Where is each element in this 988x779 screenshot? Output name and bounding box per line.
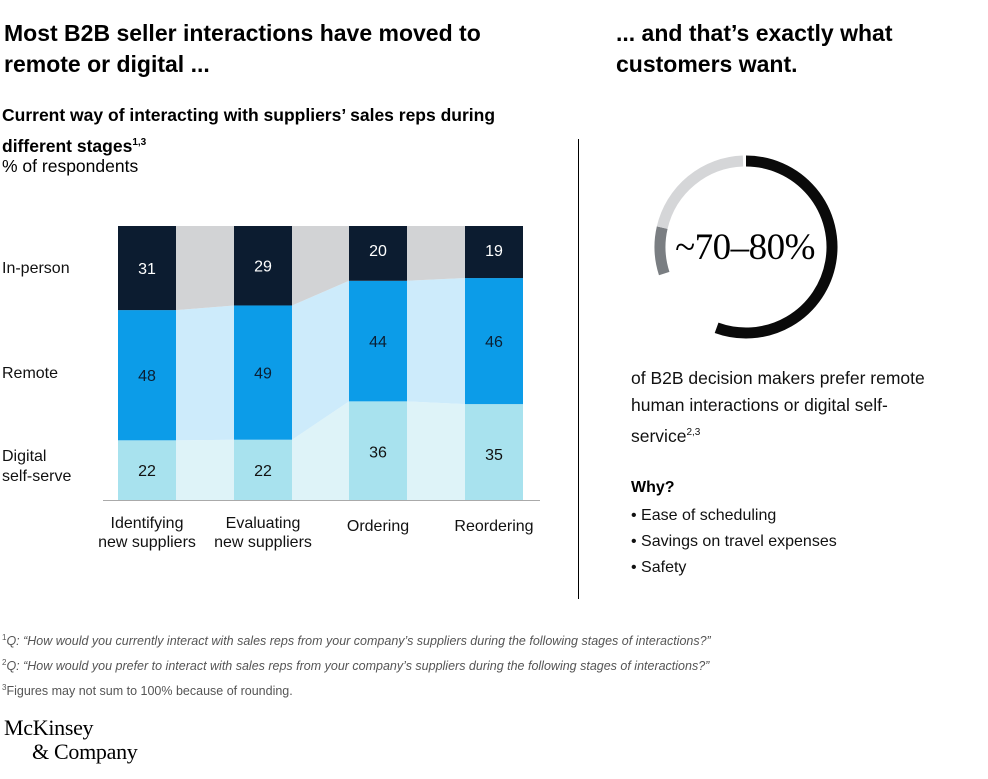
logo-line2: & Company bbox=[32, 739, 138, 764]
data-label: 49 bbox=[254, 366, 272, 383]
reason-item: Ease of scheduling bbox=[631, 503, 837, 529]
footnote-text: Q: “How would you prefer to interact wit… bbox=[6, 659, 710, 674]
footnote-mark: 2 bbox=[2, 658, 7, 668]
footnote-2: 2Q: “How would you prefer to interact wi… bbox=[2, 652, 711, 677]
category-label-line1: Identifying bbox=[110, 515, 184, 532]
row-label-remote: Remote bbox=[2, 365, 59, 382]
bar-segment-in-person bbox=[349, 226, 407, 281]
donut-ring bbox=[654, 155, 838, 339]
footnote-mark: 1 bbox=[2, 633, 7, 642]
logo-line1: McKinsey bbox=[4, 715, 94, 740]
chart-title-footnote: 1,3 bbox=[132, 137, 147, 148]
category-label-line1: Reordering bbox=[454, 518, 534, 535]
donut-segment-dark bbox=[714, 155, 838, 339]
footnote-mark: 3 bbox=[2, 683, 7, 693]
bar-segment-remote bbox=[234, 305, 292, 440]
data-label: 36 bbox=[369, 444, 387, 461]
connector-in-person bbox=[407, 226, 465, 281]
connector-in-person bbox=[176, 226, 234, 311]
row-label-in-person: In-person bbox=[2, 260, 70, 277]
category-label: Evaluating new suppliers bbox=[203, 514, 323, 552]
stat-description-text: of B2B decision makers prefer remote hum… bbox=[631, 368, 925, 446]
reason-item: Safety bbox=[631, 555, 837, 581]
data-label: 19 bbox=[485, 243, 503, 260]
data-label: 22 bbox=[254, 463, 272, 480]
data-label: 46 bbox=[485, 334, 503, 351]
category-label-line1: Evaluating bbox=[225, 515, 301, 532]
footnotes: 1Q: “How would you currently interact wi… bbox=[2, 627, 711, 702]
bar-segment-digital-self-serve bbox=[349, 401, 407, 500]
bar-segment-remote bbox=[465, 278, 523, 405]
data-label: 31 bbox=[138, 261, 156, 278]
why-title: Why? bbox=[631, 479, 675, 496]
connector-remote bbox=[292, 280, 349, 440]
mckinsey-logo: McKinsey & Company bbox=[4, 715, 138, 764]
footnote-text: Figures may not sum to 100% because of r… bbox=[6, 684, 293, 699]
stat-footnote: 2,3 bbox=[686, 427, 701, 438]
connector-remote bbox=[407, 278, 465, 405]
right-headline: ... and that’s exactly what customers wa… bbox=[616, 20, 893, 77]
left-headline: Most B2B seller interactions have moved … bbox=[4, 20, 481, 77]
reason-item: Savings on travel expenses bbox=[631, 529, 837, 555]
data-label: 44 bbox=[369, 334, 387, 351]
footnote-1: 1Q: “How would you currently interact wi… bbox=[2, 627, 711, 652]
connector-digital-self-serve bbox=[176, 439, 234, 500]
divider bbox=[578, 139, 579, 599]
connector-in-person bbox=[292, 226, 349, 306]
bar-segment-digital-self-serve bbox=[118, 440, 176, 500]
bar-segment-remote bbox=[118, 310, 176, 441]
category-label-line2: new suppliers bbox=[214, 534, 312, 551]
bar-segment-digital-self-serve bbox=[465, 404, 523, 500]
reasons-list: Ease of scheduling Savings on travel exp… bbox=[631, 503, 837, 581]
category-label-line1: Ordering bbox=[346, 518, 410, 535]
connector-digital-self-serve bbox=[292, 401, 349, 500]
bar-segment-in-person bbox=[118, 226, 176, 311]
chart-title-text: Current way of interacting with supplier… bbox=[2, 105, 496, 156]
category-label: Reordering bbox=[434, 517, 554, 536]
row-label-digital: Digital self-serve bbox=[2, 447, 71, 487]
bar-segment-in-person bbox=[465, 226, 523, 279]
row-label-digital-line1: Digital bbox=[2, 448, 47, 465]
row-label-digital-line2: self-serve bbox=[2, 468, 72, 485]
footnote-text: Q: “How would you currently interact wit… bbox=[6, 634, 711, 649]
connector-remote bbox=[176, 305, 234, 441]
footnote-3: 3Figures may not sum to 100% because of … bbox=[2, 677, 711, 702]
chart-unit: % of respondents bbox=[2, 156, 139, 176]
bar-segment-remote bbox=[349, 280, 407, 402]
data-label: 29 bbox=[254, 259, 272, 276]
category-label-line2: new suppliers bbox=[98, 534, 196, 551]
data-label: 35 bbox=[485, 447, 503, 464]
data-label: 48 bbox=[138, 368, 156, 385]
stat-description: of B2B decision makers prefer remote hum… bbox=[631, 365, 931, 450]
bar-segment-in-person bbox=[234, 226, 292, 306]
donut-segment-light bbox=[656, 155, 744, 230]
data-label: 20 bbox=[369, 243, 387, 260]
category-label: Ordering bbox=[318, 517, 438, 536]
connector-digital-self-serve bbox=[407, 401, 465, 500]
stat-value: ~70–80% bbox=[675, 227, 815, 268]
category-label: Identifying new suppliers bbox=[87, 514, 207, 552]
donut-segment-gray bbox=[654, 226, 670, 276]
data-label: 22 bbox=[138, 463, 156, 480]
bar-segment-digital-self-serve bbox=[234, 439, 292, 500]
chart-title: Current way of interacting with supplier… bbox=[2, 102, 522, 160]
